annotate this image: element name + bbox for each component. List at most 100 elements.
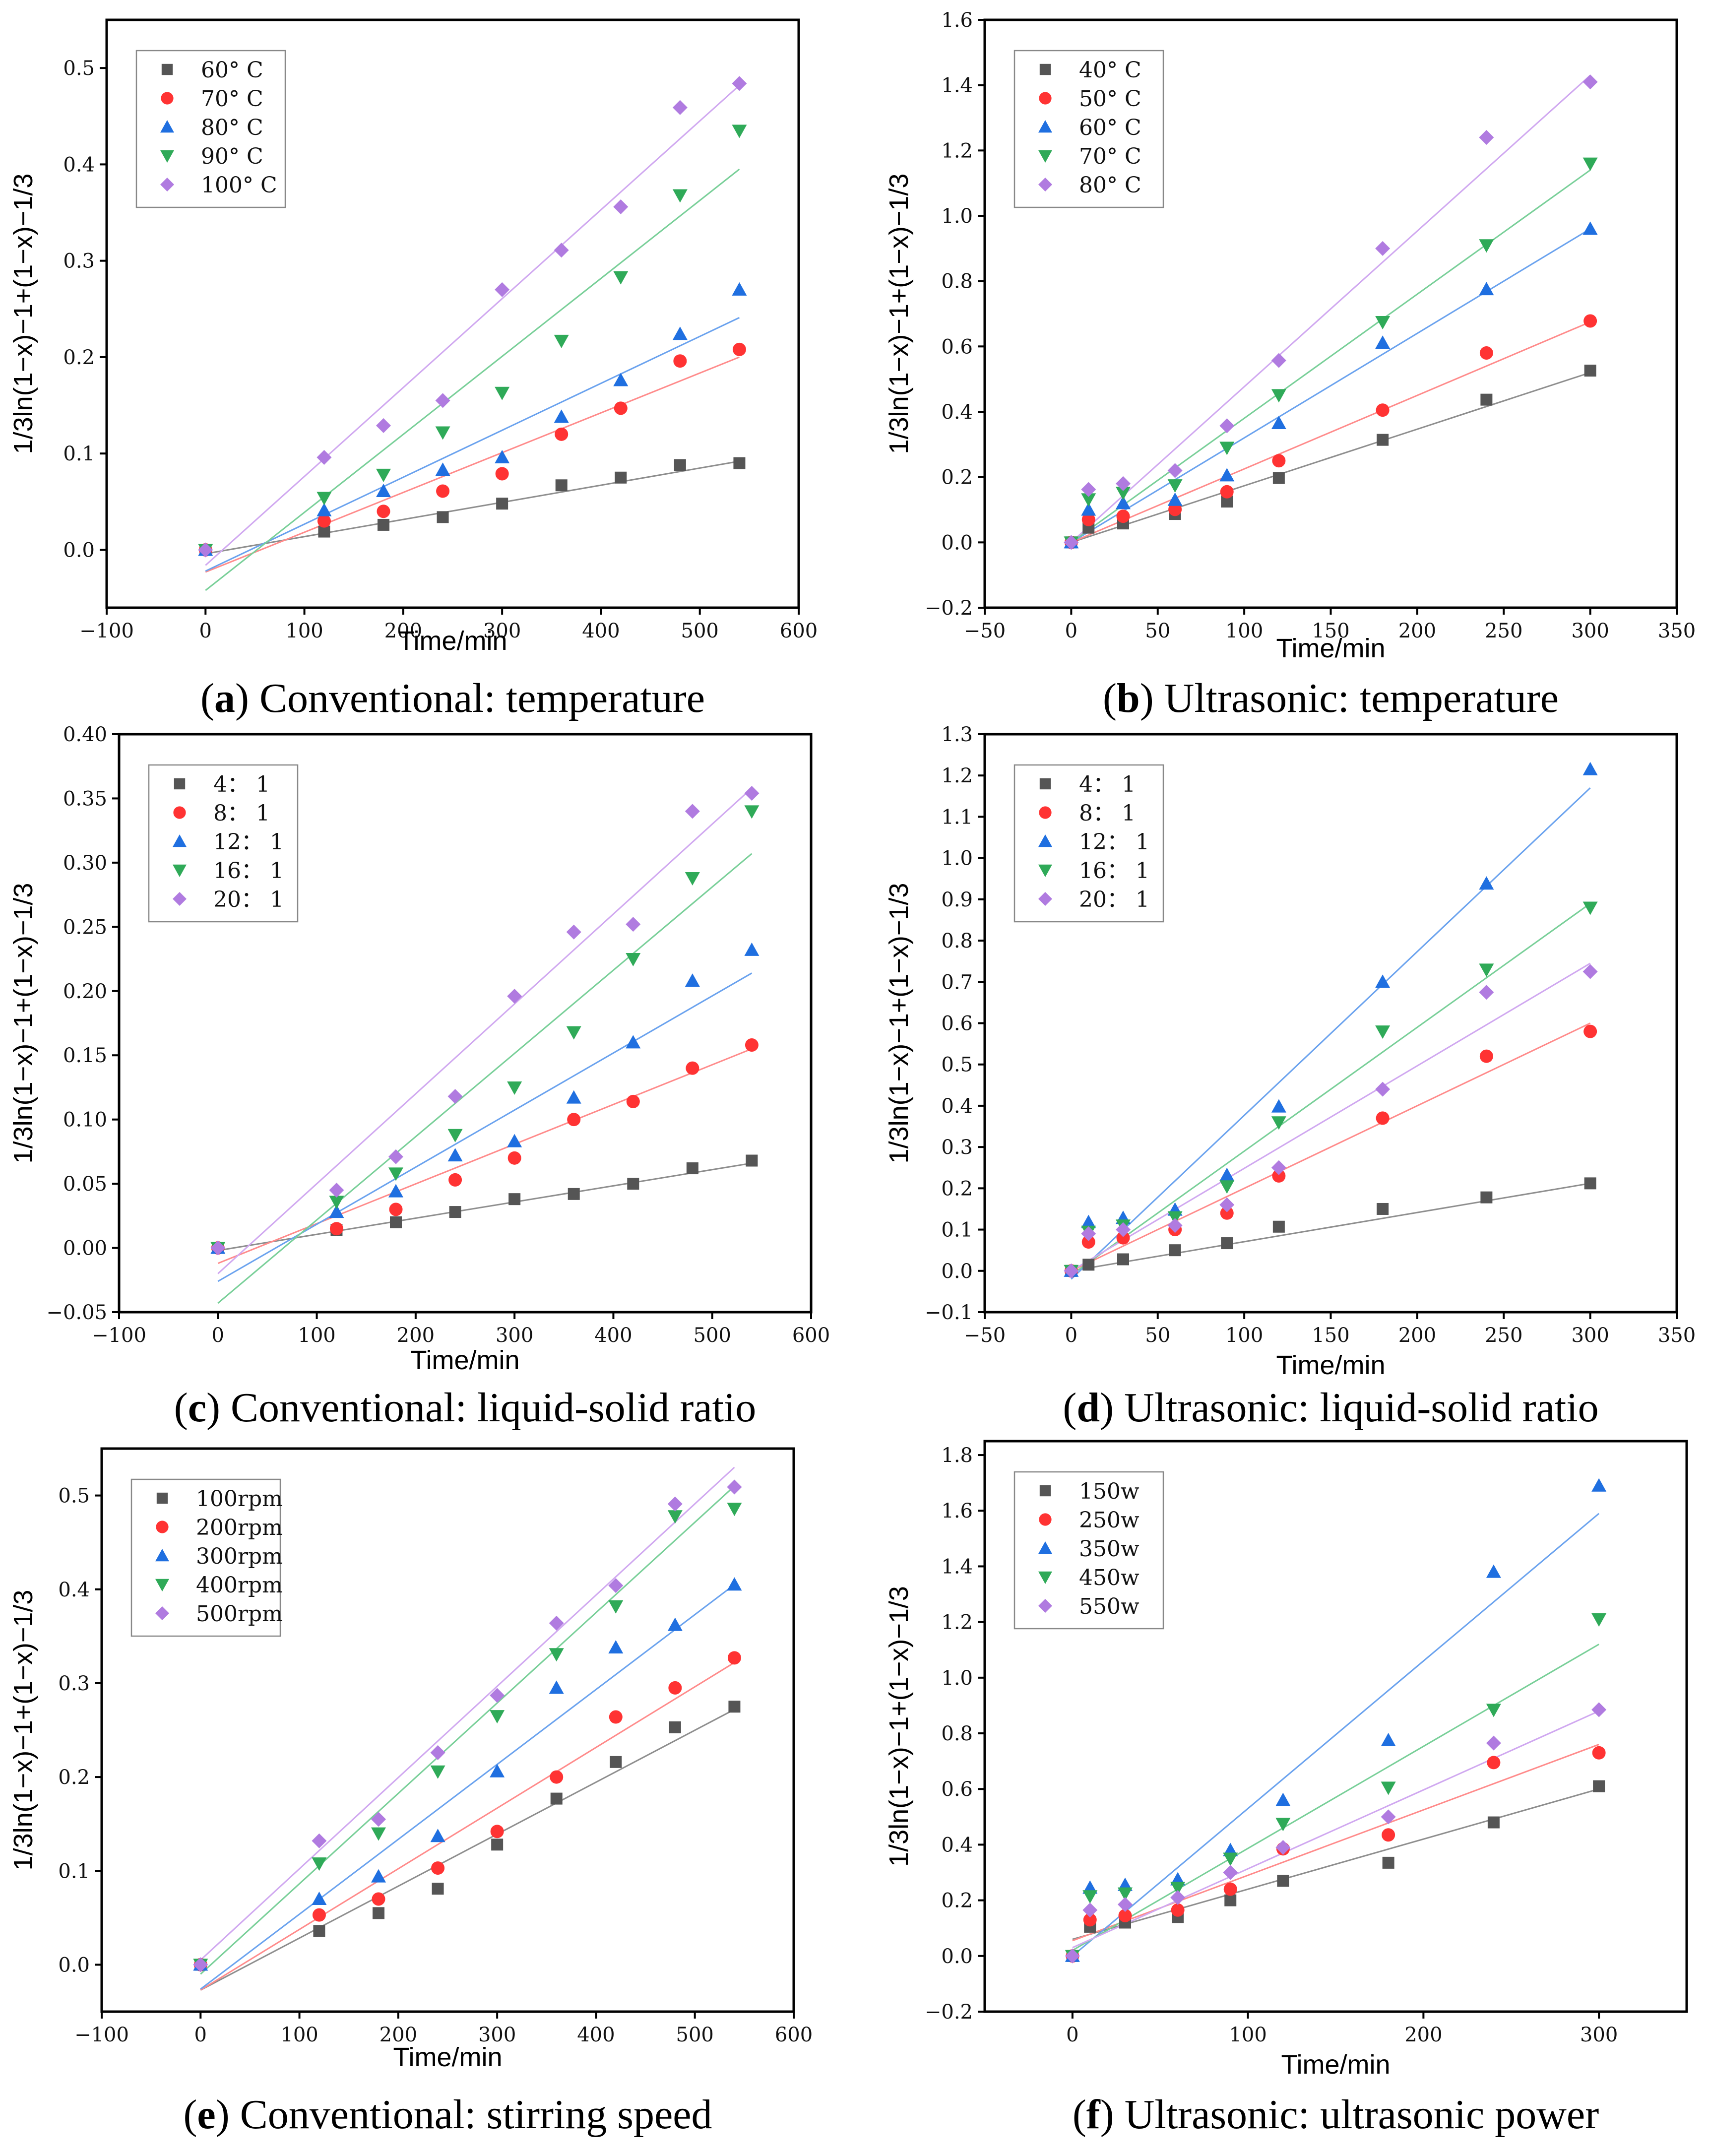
- panel-a: −100 0 100 200 300 400 500 600 0.0 0.1 0.2 0.3 0.4 0.…: [8, 18, 818, 721]
- x-tick-label: 0: [199, 620, 212, 642]
- data-point: [1171, 1903, 1185, 1917]
- data-point: [685, 872, 700, 886]
- data-point: [1479, 130, 1494, 145]
- caption-letter: d: [1076, 1385, 1100, 1431]
- data-point: [507, 1134, 522, 1147]
- plot-area: [210, 786, 760, 1304]
- caption-paren: (: [1073, 2092, 1086, 2138]
- data-point: [626, 953, 641, 967]
- panel-caption: (c) Conventional: liquid-solid ratio: [174, 1385, 757, 1431]
- data-point: [732, 76, 747, 91]
- legend-marker: [1038, 864, 1052, 877]
- data-point: [1584, 1177, 1596, 1190]
- x-tick-label: −50: [964, 1324, 1006, 1347]
- data-point: [610, 1756, 622, 1768]
- data-point: [1375, 1081, 1391, 1097]
- y-tick-label: 0.7: [941, 971, 973, 994]
- legend-label: 350w: [1079, 1536, 1139, 1562]
- data-point: [495, 282, 510, 297]
- legend-box: [135, 50, 286, 208]
- plot-frame: [105, 18, 800, 609]
- panel-caption: (b) Ultrasonic: temperature: [1103, 675, 1559, 721]
- legend-label: 80° C: [1079, 173, 1141, 198]
- data-point: [1272, 472, 1285, 484]
- data-point: [1118, 1908, 1132, 1922]
- fit-line: [218, 1162, 752, 1252]
- data-point: [1116, 1222, 1131, 1237]
- caption-text: Conventional: temperature: [249, 675, 705, 721]
- data-point: [449, 1206, 461, 1218]
- y-tick-label: 0.4: [941, 401, 973, 424]
- panel-caption: (d) Ultrasonic: liquid-solid ratio: [1063, 1385, 1598, 1431]
- y-tick-label: 0.3: [941, 1136, 973, 1159]
- data-point: [432, 1883, 444, 1895]
- panel-caption: (a) Conventional: temperature: [200, 675, 705, 721]
- data-point: [447, 1089, 463, 1104]
- data-point: [435, 426, 450, 440]
- y-axis-title: 1/3ln(1−x)−1+(1−x)−1/3: [8, 883, 38, 1164]
- data-point: [1081, 512, 1095, 526]
- y-tick-label: 1.2: [941, 1611, 973, 1634]
- x-tick-label: 600: [780, 620, 818, 642]
- x-tick-label: 300: [1580, 2024, 1618, 2046]
- data-point: [1593, 1780, 1605, 1792]
- caption-letter: c: [188, 1385, 206, 1431]
- data-point: [1223, 1852, 1238, 1866]
- data-point: [376, 468, 391, 482]
- data-point: [1375, 1025, 1391, 1039]
- data-point: [1275, 1792, 1291, 1806]
- panel-e: −100 0 100 200 300 400 500 600 0.0 0.1 0.2 0.3 0.4 0.…: [8, 1447, 813, 2138]
- data-point: [727, 1503, 742, 1517]
- data-point: [1167, 492, 1183, 506]
- legend-label: 20： 1: [1079, 887, 1149, 912]
- fit-line: [1072, 1513, 1600, 1957]
- caption-paren: (: [174, 1385, 188, 1431]
- data-point: [377, 505, 390, 518]
- fit-line: [1071, 787, 1591, 1280]
- legend-label: 550w: [1079, 1594, 1139, 1619]
- data-point: [490, 1710, 505, 1724]
- data-point: [732, 125, 747, 138]
- data-point: [745, 1038, 759, 1052]
- data-point: [430, 1829, 445, 1842]
- data-point: [490, 1825, 504, 1839]
- data-point: [549, 1680, 564, 1694]
- data-point: [1219, 1180, 1235, 1194]
- legend-marker: [1039, 1513, 1052, 1526]
- data-point: [1582, 901, 1598, 915]
- data-point: [316, 449, 332, 465]
- fit-line: [200, 1662, 735, 1991]
- legend: 4： 1 8： 1 12： 1 16： 1 20： 1: [1013, 764, 1164, 923]
- data-point: [329, 1183, 344, 1198]
- x-tick-label: −100: [79, 620, 134, 642]
- data-point: [1486, 1735, 1501, 1751]
- fit-line: [1071, 372, 1591, 543]
- x-tick-label: 600: [775, 2024, 813, 2046]
- y-tick-label: 0.2: [63, 346, 95, 369]
- data-point: [1271, 389, 1286, 403]
- data-point: [1479, 346, 1493, 360]
- data-point: [1169, 1244, 1181, 1257]
- fit-line: [217, 853, 753, 1304]
- y-tick-label: 0.4: [941, 1095, 973, 1118]
- data-point: [1272, 1220, 1285, 1233]
- y-tick-label: 0.6: [941, 1013, 973, 1035]
- data-point: [1275, 1818, 1291, 1832]
- x-tick-label: 200: [1398, 1324, 1436, 1347]
- data-point: [372, 1892, 385, 1906]
- panel-d: −50 0 50 100 150 200 250 300 350 −0.1 0.0 0.1 0.2 0.3…: [884, 723, 1696, 1431]
- data-point: [373, 1907, 384, 1919]
- caption-letter: b: [1117, 675, 1140, 721]
- data-point: [732, 342, 746, 356]
- x-tick-label: 100: [1229, 2024, 1266, 2046]
- data-point: [490, 1764, 505, 1777]
- data-point: [1591, 1478, 1607, 1492]
- data-point: [744, 942, 760, 956]
- caption-paren: (: [183, 2092, 197, 2138]
- data-point: [1082, 1259, 1095, 1271]
- data-point: [626, 1094, 640, 1108]
- plot-frame: [100, 1447, 795, 2013]
- data-point: [1381, 1809, 1396, 1825]
- fit-line: [1072, 1744, 1599, 1942]
- data-point: [669, 1721, 681, 1733]
